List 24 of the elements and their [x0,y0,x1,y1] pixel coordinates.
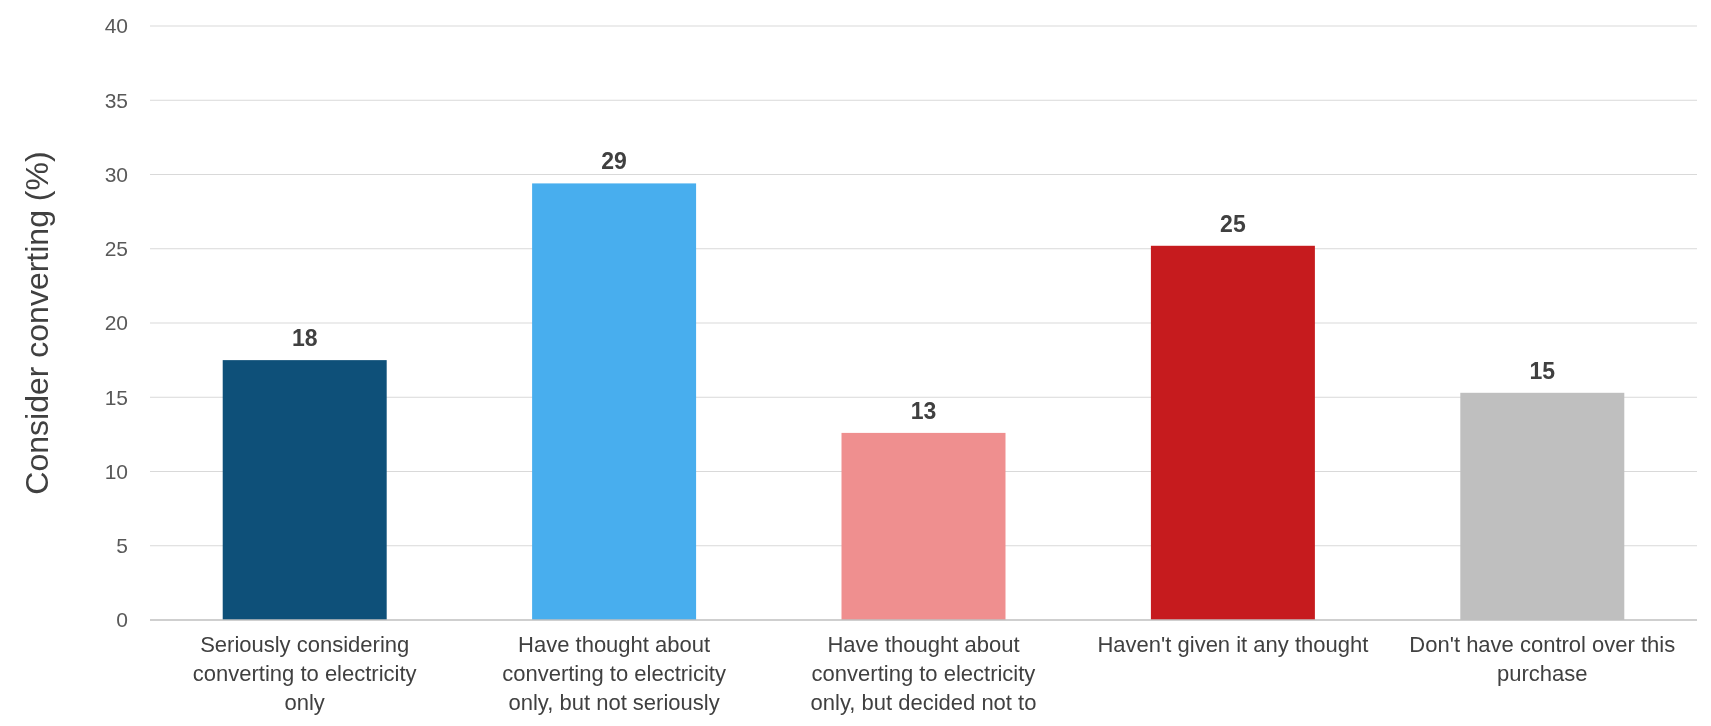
x-tick-label: Have thought about converting to electricity only, but decided not to [810,632,1037,715]
data-label: 25 [1220,210,1246,237]
data-label: 15 [1529,357,1556,384]
x-tick-label: Have thought about converting to electricity only, but not seriously [502,632,726,715]
y-tick-label: 10 [104,459,128,483]
y-tick-label: 20 [104,311,128,335]
y-tick-label: 15 [104,385,128,409]
y-tick-label: 35 [104,88,128,112]
bar [841,432,1006,620]
bar [222,360,387,620]
y-tick-label: 30 [104,162,128,186]
y-axis-title: Consider converting (%) [19,151,55,495]
bar [532,183,697,620]
data-label: 13 [910,397,937,424]
x-tick-label: Don't have control over this purchase [1409,632,1676,686]
bar [1150,245,1315,620]
x-tick-label: Haven't given it any thought [1097,632,1369,657]
x-tick-label: Seriously considering converting to electricity only [192,632,417,715]
data-label: 29 [601,148,627,175]
y-tick-label: 40 [104,14,128,38]
y-tick-label: 5 [116,534,128,558]
data-label: 18 [291,325,318,352]
y-tick-label: 25 [104,237,128,261]
y-tick-label: 0 [116,608,128,632]
